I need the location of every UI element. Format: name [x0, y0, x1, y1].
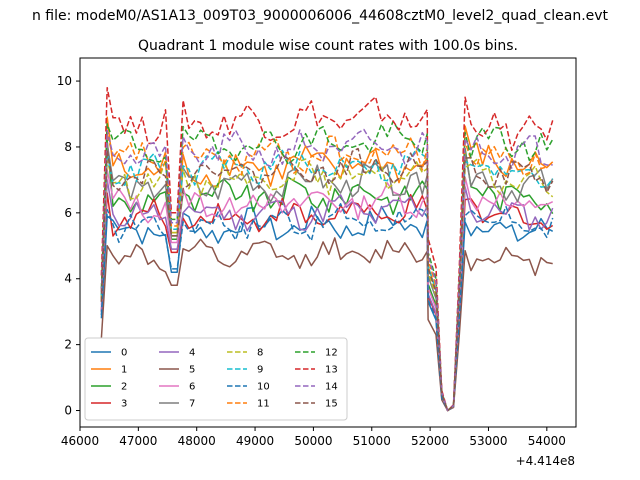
- legend-label-13: 13: [325, 365, 338, 376]
- x-tick-label: 51000: [353, 434, 391, 448]
- x-tick-label: 49000: [236, 434, 274, 448]
- plot-lines: [100, 86, 554, 412]
- legend-label-1: 1: [121, 365, 127, 376]
- series-line-9: [100, 147, 554, 412]
- x-tick-label: 48000: [178, 434, 216, 448]
- y-tick-label: 6: [64, 206, 72, 220]
- legend-label-0: 0: [121, 348, 127, 359]
- chart-title: Quadrant 1 module wise count rates with …: [138, 38, 518, 54]
- series-line-4: [100, 179, 554, 412]
- x-tick-label: 46000: [61, 434, 99, 448]
- x-tick-label: 52000: [411, 434, 449, 448]
- legend-label-3: 3: [121, 399, 127, 410]
- series-line-10: [100, 203, 554, 412]
- plot-frame: [79, 57, 577, 428]
- figure-title: n file: modeM0/AS1A13_009T03_9000006006_…: [32, 8, 609, 24]
- legend-label-6: 6: [189, 382, 195, 393]
- series-line-8: [100, 158, 554, 412]
- x-tick-label: 50000: [294, 434, 332, 448]
- x-axis: 46000 47000 48000 49000 50000 51000 52000 53000…: [61, 427, 566, 448]
- legend-label-15: 15: [325, 399, 338, 410]
- legend-label-4: 4: [189, 348, 195, 359]
- legend-label-10: 10: [257, 382, 270, 393]
- y-tick-label: 10: [57, 74, 72, 88]
- y-axis: 0 2 4 6 8 10: [57, 74, 80, 418]
- series-line-15: [100, 147, 554, 412]
- legend-label-12: 12: [325, 348, 338, 359]
- y-tick-label: 8: [64, 140, 72, 154]
- legend-label-7: 7: [189, 399, 195, 410]
- x-tick-label: 47000: [119, 434, 157, 448]
- legend-label-11: 11: [257, 399, 270, 410]
- x-tick-label: 53000: [469, 434, 507, 448]
- legend-label-5: 5: [189, 365, 195, 376]
- legend-label-14: 14: [325, 382, 338, 393]
- series-line-0: [100, 205, 554, 412]
- y-tick-label: 4: [64, 272, 72, 286]
- legend-box: [84, 337, 348, 421]
- y-tick-label: 2: [64, 338, 72, 352]
- legend-label-2: 2: [121, 382, 127, 393]
- series-line-3: [100, 192, 554, 412]
- series-line-6: [100, 169, 554, 412]
- legend-label-8: 8: [257, 348, 263, 359]
- series-line-11: [100, 133, 554, 412]
- legend-label-9: 9: [257, 365, 263, 376]
- y-tick-label: 0: [64, 404, 72, 418]
- series-line-5: [100, 237, 553, 412]
- x-axis-offset-label: +4.414e8: [516, 454, 575, 468]
- series-line-14: [100, 128, 553, 412]
- x-tick-label: 54000: [528, 434, 566, 448]
